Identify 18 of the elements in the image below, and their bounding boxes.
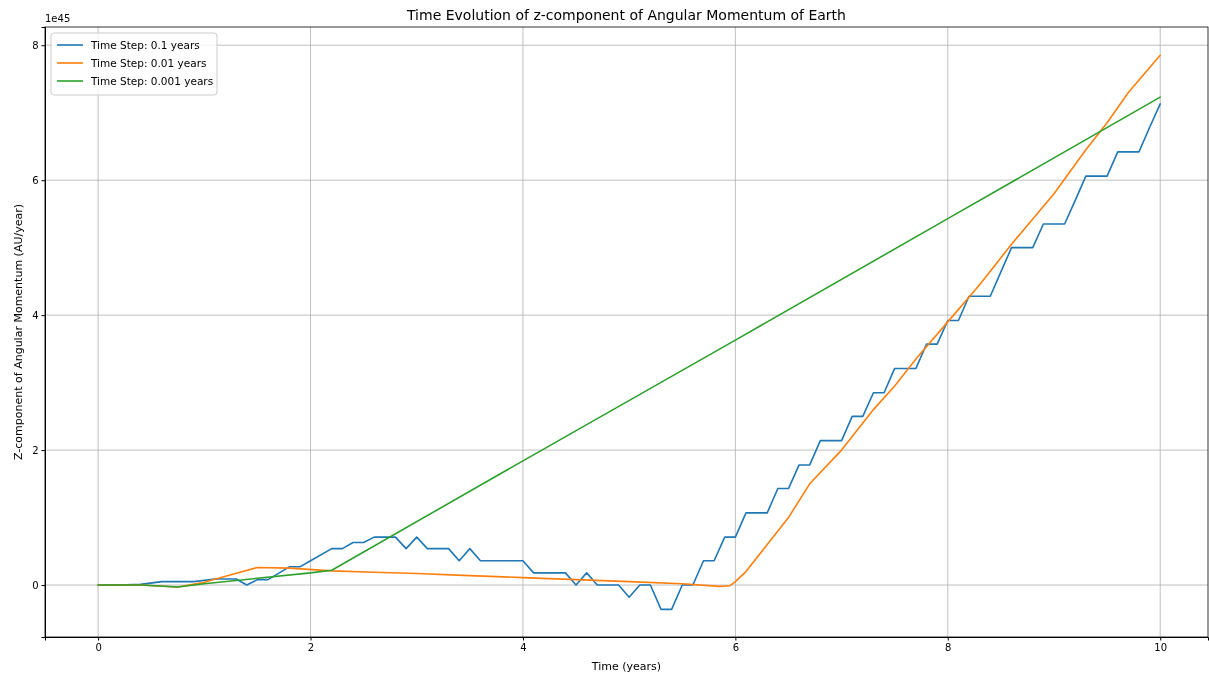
x-tick-label: 6 bbox=[732, 641, 740, 653]
x-axis-title: Time (years) bbox=[590, 660, 662, 673]
y-tick-label: 4 bbox=[32, 309, 39, 321]
chart-title: Time Evolution of z-component of Angular Momentum of Earth bbox=[406, 7, 846, 23]
x-tick-label: 2 bbox=[307, 641, 315, 653]
legend-label: Time Step: 0.1 years bbox=[90, 39, 200, 51]
legend-label: Time Step: 0.001 years bbox=[90, 75, 214, 87]
y-tick-label: 8 bbox=[32, 39, 39, 51]
text: 1e45 bbox=[45, 13, 71, 24]
y-tick-label: 0 bbox=[32, 579, 39, 591]
y-tick-label: 2 bbox=[32, 444, 39, 456]
x-tick-label: 4 bbox=[520, 641, 527, 653]
x-tick-label: 0 bbox=[95, 641, 102, 653]
legend-label: Time Step: 0.01 years bbox=[90, 57, 207, 69]
x-tick-label: 8 bbox=[945, 641, 952, 653]
x-tick-label: 10 bbox=[1154, 641, 1168, 653]
y-tick-label: 6 bbox=[32, 174, 39, 186]
y-axis-title: Z-component of Angular Momentum (AU/year) bbox=[12, 204, 25, 460]
